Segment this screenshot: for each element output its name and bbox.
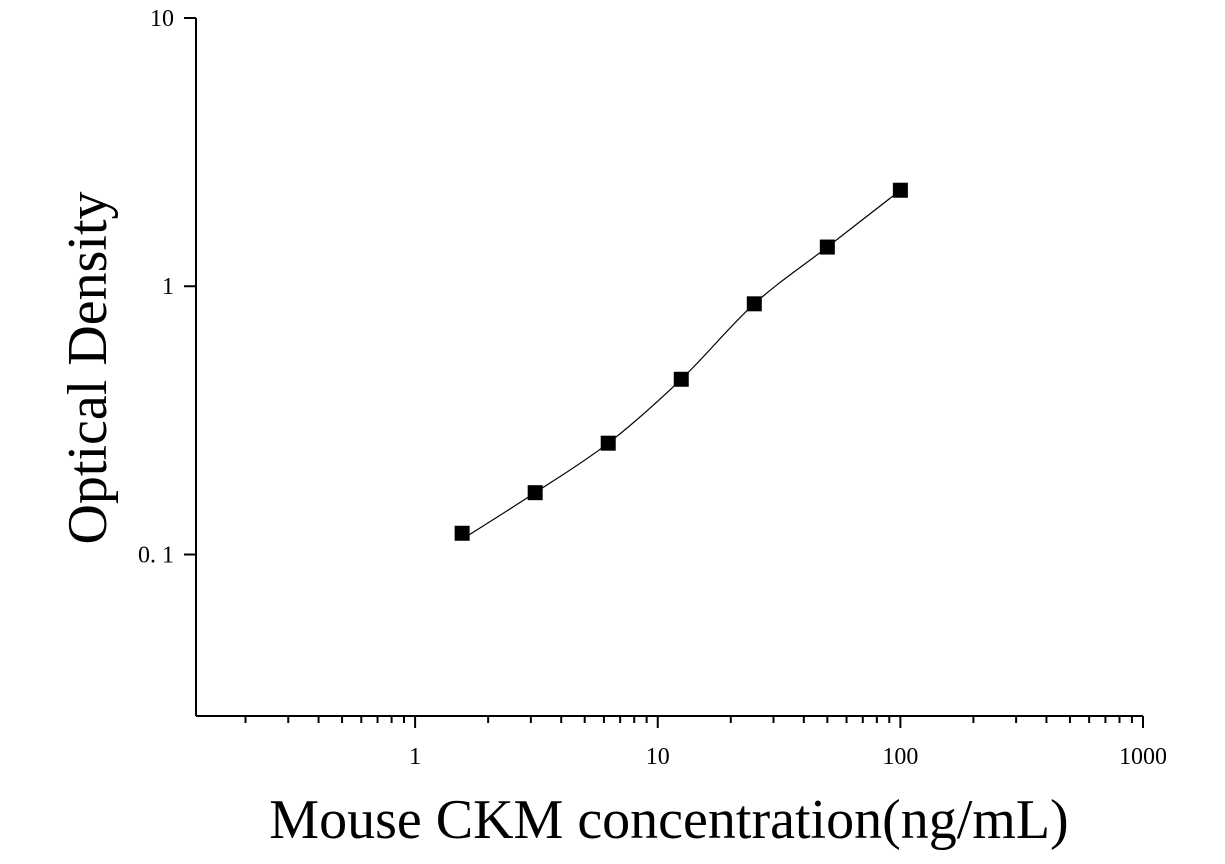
x-axis-title: Mouse CKM concentration(ng/mL): [269, 789, 1068, 851]
data-point: [892, 182, 908, 198]
x-tick-label: 10: [646, 744, 670, 770]
data-point: [454, 525, 470, 541]
x-tick-label: 1: [409, 744, 421, 770]
y-tick-label: 0. 1: [138, 542, 174, 568]
data-point: [746, 296, 762, 312]
axes: [195, 18, 1143, 717]
y-axis-ticks: [184, 17, 196, 556]
data-point: [600, 435, 616, 451]
data-points: [454, 182, 908, 541]
data-point: [673, 371, 689, 387]
data-point: [527, 485, 543, 501]
x-axis-ticks: [244, 716, 1144, 728]
y-axis-title: Optical Density: [57, 191, 119, 544]
y-tick-label: 10: [150, 6, 174, 32]
tick-labels: 1 10 100 1000 0. 1 1 10: [138, 6, 1167, 770]
data-point: [819, 239, 835, 255]
y-tick-label: 1: [162, 274, 174, 300]
x-tick-label: 100: [882, 744, 918, 770]
x-tick-label: 1000: [1119, 744, 1167, 770]
